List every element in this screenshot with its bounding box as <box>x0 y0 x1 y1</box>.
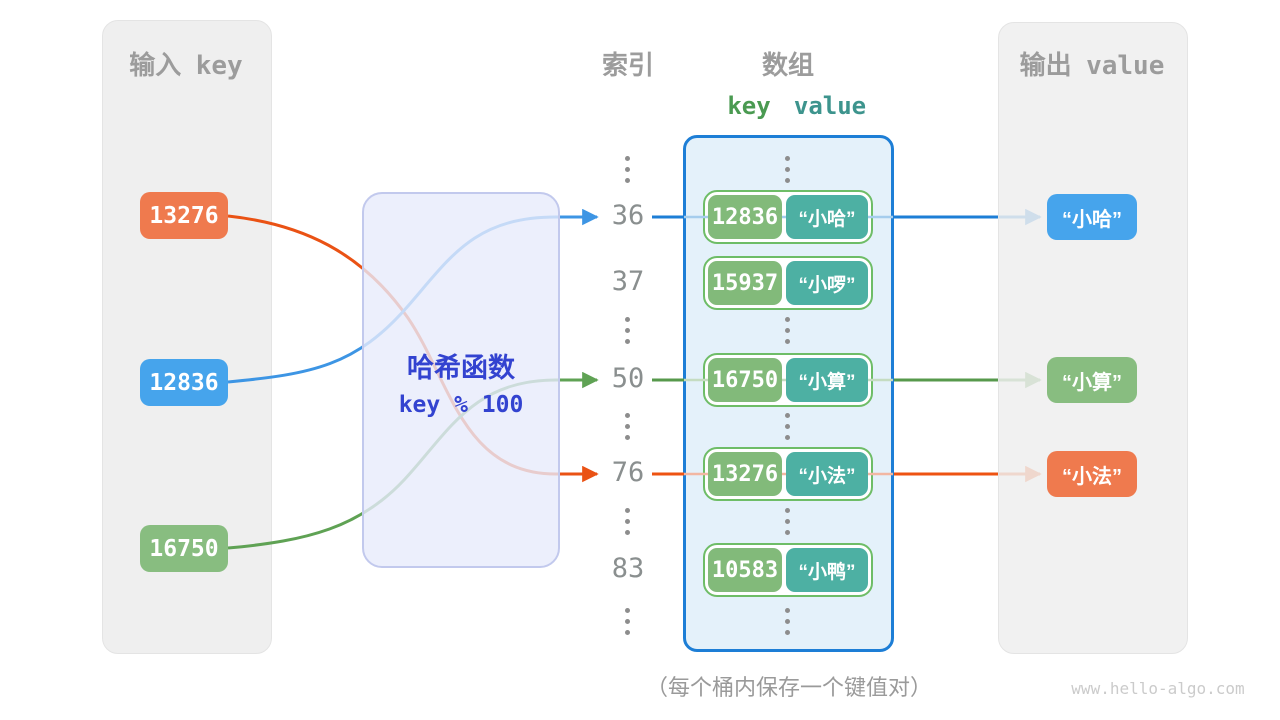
bucket-value: “小啰” <box>786 261 868 305</box>
bucket-row-83: 10583 “小鸭” <box>703 543 873 597</box>
array-ellipsis <box>785 156 790 183</box>
input-title-latin: key <box>195 51 243 81</box>
output-title-cjk: 输出 <box>1019 50 1072 80</box>
array-ellipsis <box>785 317 790 344</box>
array-ellipsis <box>785 413 790 440</box>
index-ellipsis <box>625 413 630 440</box>
array-column-header: 数组 <box>761 50 814 80</box>
bucket-value: “小算” <box>786 358 868 402</box>
bucket-value: “小哈” <box>786 195 868 239</box>
bucket-row-76: 13276 “小法” <box>703 447 873 501</box>
hash-function-title: 哈希函数 <box>407 353 515 383</box>
bucket-key: 12836 <box>708 195 782 239</box>
index-ellipsis <box>625 156 630 183</box>
bucket-value: “小法” <box>786 452 868 496</box>
input-key-13276: 13276 <box>140 192 228 239</box>
bucket-row-36: 12836 “小哈” <box>703 190 873 244</box>
bucket-key: 13276 <box>708 452 782 496</box>
index-50: 50 <box>611 363 645 394</box>
index-83: 83 <box>611 553 645 584</box>
index-37: 37 <box>611 266 645 297</box>
index-76: 76 <box>611 457 645 488</box>
array-ellipsis <box>785 608 790 635</box>
value-column-label: value <box>793 92 867 120</box>
bucket-row-37: 15937 “小啰” <box>703 256 873 310</box>
input-panel-title: 输入 key <box>102 45 270 82</box>
array-ellipsis <box>785 508 790 535</box>
output-value-xiaosuan: “小算” <box>1047 357 1137 403</box>
output-value-xiaofa: “小法” <box>1047 451 1137 497</box>
index-36: 36 <box>611 200 645 231</box>
bucket-key: 16750 <box>708 358 782 402</box>
bucket-key: 10583 <box>708 548 782 592</box>
hash-function-box: 哈希函数 key % 100 <box>362 192 560 568</box>
output-value-xiaoha: “小哈” <box>1047 194 1137 240</box>
watermark: www.hello-algo.com <box>1071 679 1245 698</box>
input-key-16750: 16750 <box>140 525 228 572</box>
index-column-header: 索引 <box>601 50 654 80</box>
key-column-label: key <box>727 92 771 120</box>
bucket-row-50: 16750 “小算” <box>703 353 873 407</box>
input-key-12836: 12836 <box>140 359 228 406</box>
hash-function-formula: key % 100 <box>398 392 524 418</box>
index-ellipsis <box>625 317 630 344</box>
index-ellipsis <box>625 608 630 635</box>
output-value-panel <box>998 22 1188 654</box>
diagram-caption: （每个桶内保存一个键值对） <box>645 675 932 700</box>
output-title-latin: value <box>1086 51 1165 81</box>
output-panel-title: 输出 value <box>998 45 1186 82</box>
bucket-value: “小鸭” <box>786 548 868 592</box>
bucket-key: 15937 <box>708 261 782 305</box>
index-ellipsis <box>625 508 630 535</box>
input-title-cjk: 输入 <box>129 50 182 80</box>
